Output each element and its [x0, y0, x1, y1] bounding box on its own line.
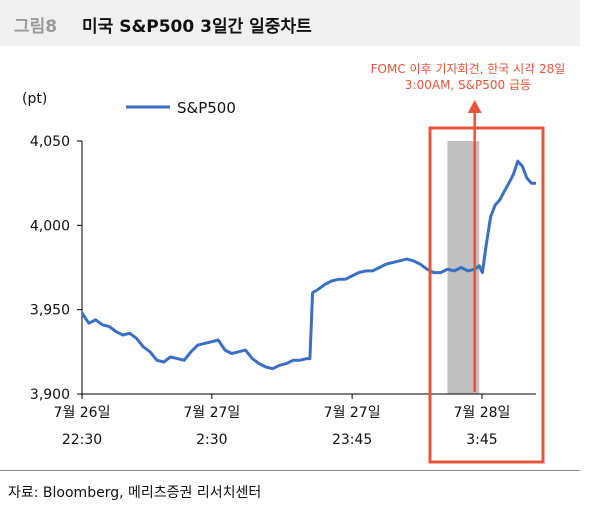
- x-tick-label: 7월 26일: [54, 405, 111, 421]
- annotation-text: 3:00AM, S&P500 급등: [405, 78, 531, 92]
- figure-title-bar: [0, 0, 580, 46]
- source-divider: [0, 470, 580, 471]
- annotation-arrow-head: [467, 100, 482, 113]
- source-note: 자료: Bloomberg, 메리츠증권 리서치센터: [8, 485, 262, 501]
- highlight-frame: [428, 126, 545, 464]
- y-tick-label: 3,900: [30, 387, 70, 403]
- chart-title: 미국 S&P500 3일간 일중차트: [82, 17, 312, 37]
- y-tick-label: 4,000: [30, 218, 70, 234]
- annotation-text: FOMC 이후 기자회견, 한국 시각 28일: [371, 62, 566, 76]
- x-tick-label: 22:30: [62, 432, 102, 448]
- x-tick-label: 7월 28일: [454, 405, 511, 421]
- legend-label: S&P500: [177, 99, 236, 117]
- x-tick-label: 3:45: [466, 432, 497, 448]
- figure-number: 그림8: [14, 17, 58, 37]
- x-tick-label: 2:30: [196, 432, 227, 448]
- series-line-sp500: [80, 159, 536, 371]
- x-tick-label: 7월 27일: [324, 405, 381, 421]
- x-tick-label: 23:45: [332, 432, 372, 448]
- x-tick-label: 7월 27일: [183, 405, 240, 421]
- y-axis-label: (pt): [22, 91, 47, 107]
- y-tick-label: 3,950: [30, 303, 70, 319]
- y-tick-label: 4,050: [30, 134, 70, 150]
